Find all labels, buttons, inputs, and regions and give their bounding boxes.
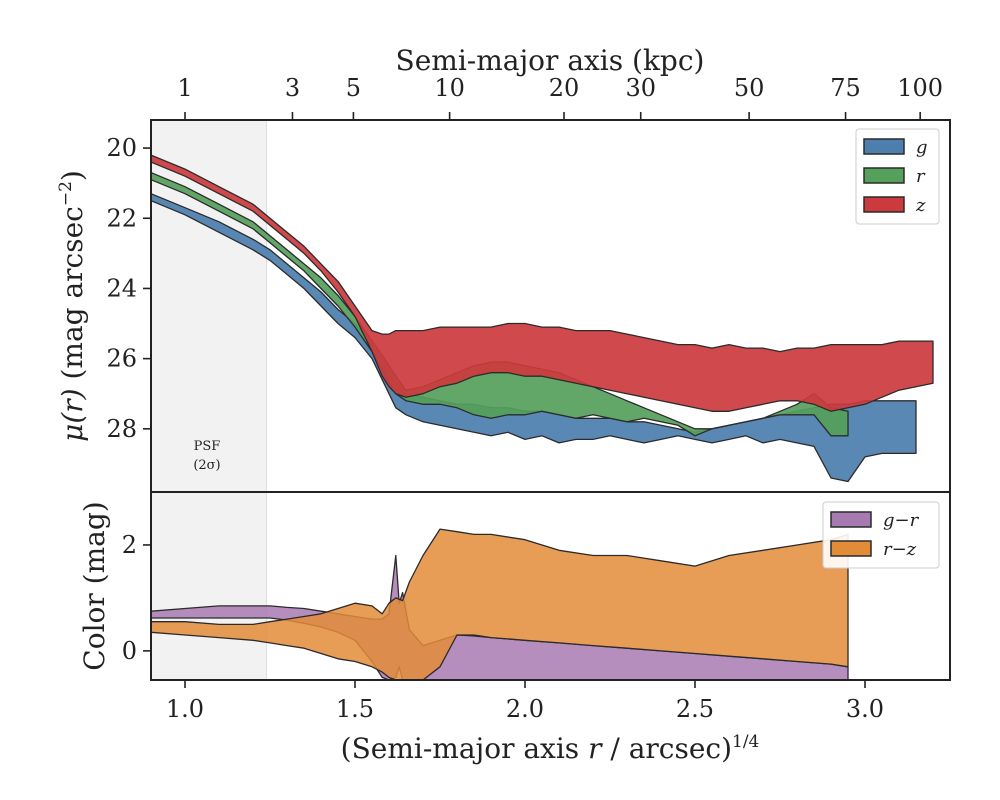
- top-tick-label: 1: [177, 74, 192, 102]
- band-z: [151, 154, 934, 412]
- x-tick-label: 1.0: [166, 695, 204, 723]
- top-tick-label: 3: [285, 74, 300, 102]
- top-axis-title: Semi-major axis (kpc): [396, 44, 705, 77]
- top-legend-swatch-r: [863, 167, 905, 184]
- psf-shade-top: [151, 120, 267, 492]
- band-r−z: [151, 528, 849, 680]
- top-tick-label: 30: [625, 74, 656, 102]
- bottom-y-tick-label: 2: [122, 531, 137, 559]
- x-tick-label: 3.0: [846, 695, 884, 723]
- top-y-tick-label: 28: [106, 415, 137, 443]
- x-tick-label: 2.5: [676, 695, 714, 723]
- top-legend-label-r: r: [916, 166, 926, 187]
- x-axis-title: (Semi-major axis r / arcsec)1/4: [341, 732, 760, 765]
- bottom-legend-label-g−r: g−r: [883, 510, 920, 531]
- top-tick-label: 10: [434, 74, 465, 102]
- bottom-y-tick-label: 0: [122, 637, 137, 665]
- x-tick-label: 2.0: [506, 695, 544, 723]
- psf-label-line1: PSF: [194, 439, 221, 454]
- bottom-legend-swatch-r−z: [830, 540, 872, 557]
- top-legend-swatch-z: [863, 196, 905, 213]
- bottom-y-axis-title: Color (mag): [78, 501, 111, 670]
- top-legend-swatch-g: [863, 138, 905, 155]
- psf-label-line2: (2σ): [193, 458, 220, 473]
- top-y-tick-label: 22: [106, 204, 137, 232]
- top-y-tick-label: 26: [106, 345, 137, 373]
- bottom-legend-label-r−z: r−z: [883, 539, 917, 560]
- axis-ticks: 1.01.52.02.53.01351020305075100150202224…: [106, 74, 943, 723]
- top-y-axis-title: μ(r) (mag arcsec−2): [56, 170, 89, 442]
- top-tick-label: 75: [830, 74, 861, 102]
- top-tick-label: 20: [549, 74, 580, 102]
- top-tick-label: 50: [734, 74, 765, 102]
- color-series: [151, 528, 849, 680]
- top-legend-label-g: g: [916, 137, 928, 158]
- bottom-panel-frame: [150, 491, 951, 681]
- x-tick-label: 1.5: [336, 695, 374, 723]
- top-y-tick-label: 20: [106, 134, 137, 162]
- surface-brightness-series: [151, 154, 934, 483]
- top-tick-label: 100: [897, 74, 943, 102]
- bottom-legend-swatch-g−r: [830, 511, 872, 528]
- top-legend-label-z: z: [915, 195, 926, 216]
- legends: grz g−r r−z: [822, 128, 940, 569]
- psf-shade-bottom: [151, 492, 267, 680]
- top-y-tick-label: 24: [106, 274, 137, 302]
- top-tick-label: 5: [346, 74, 361, 102]
